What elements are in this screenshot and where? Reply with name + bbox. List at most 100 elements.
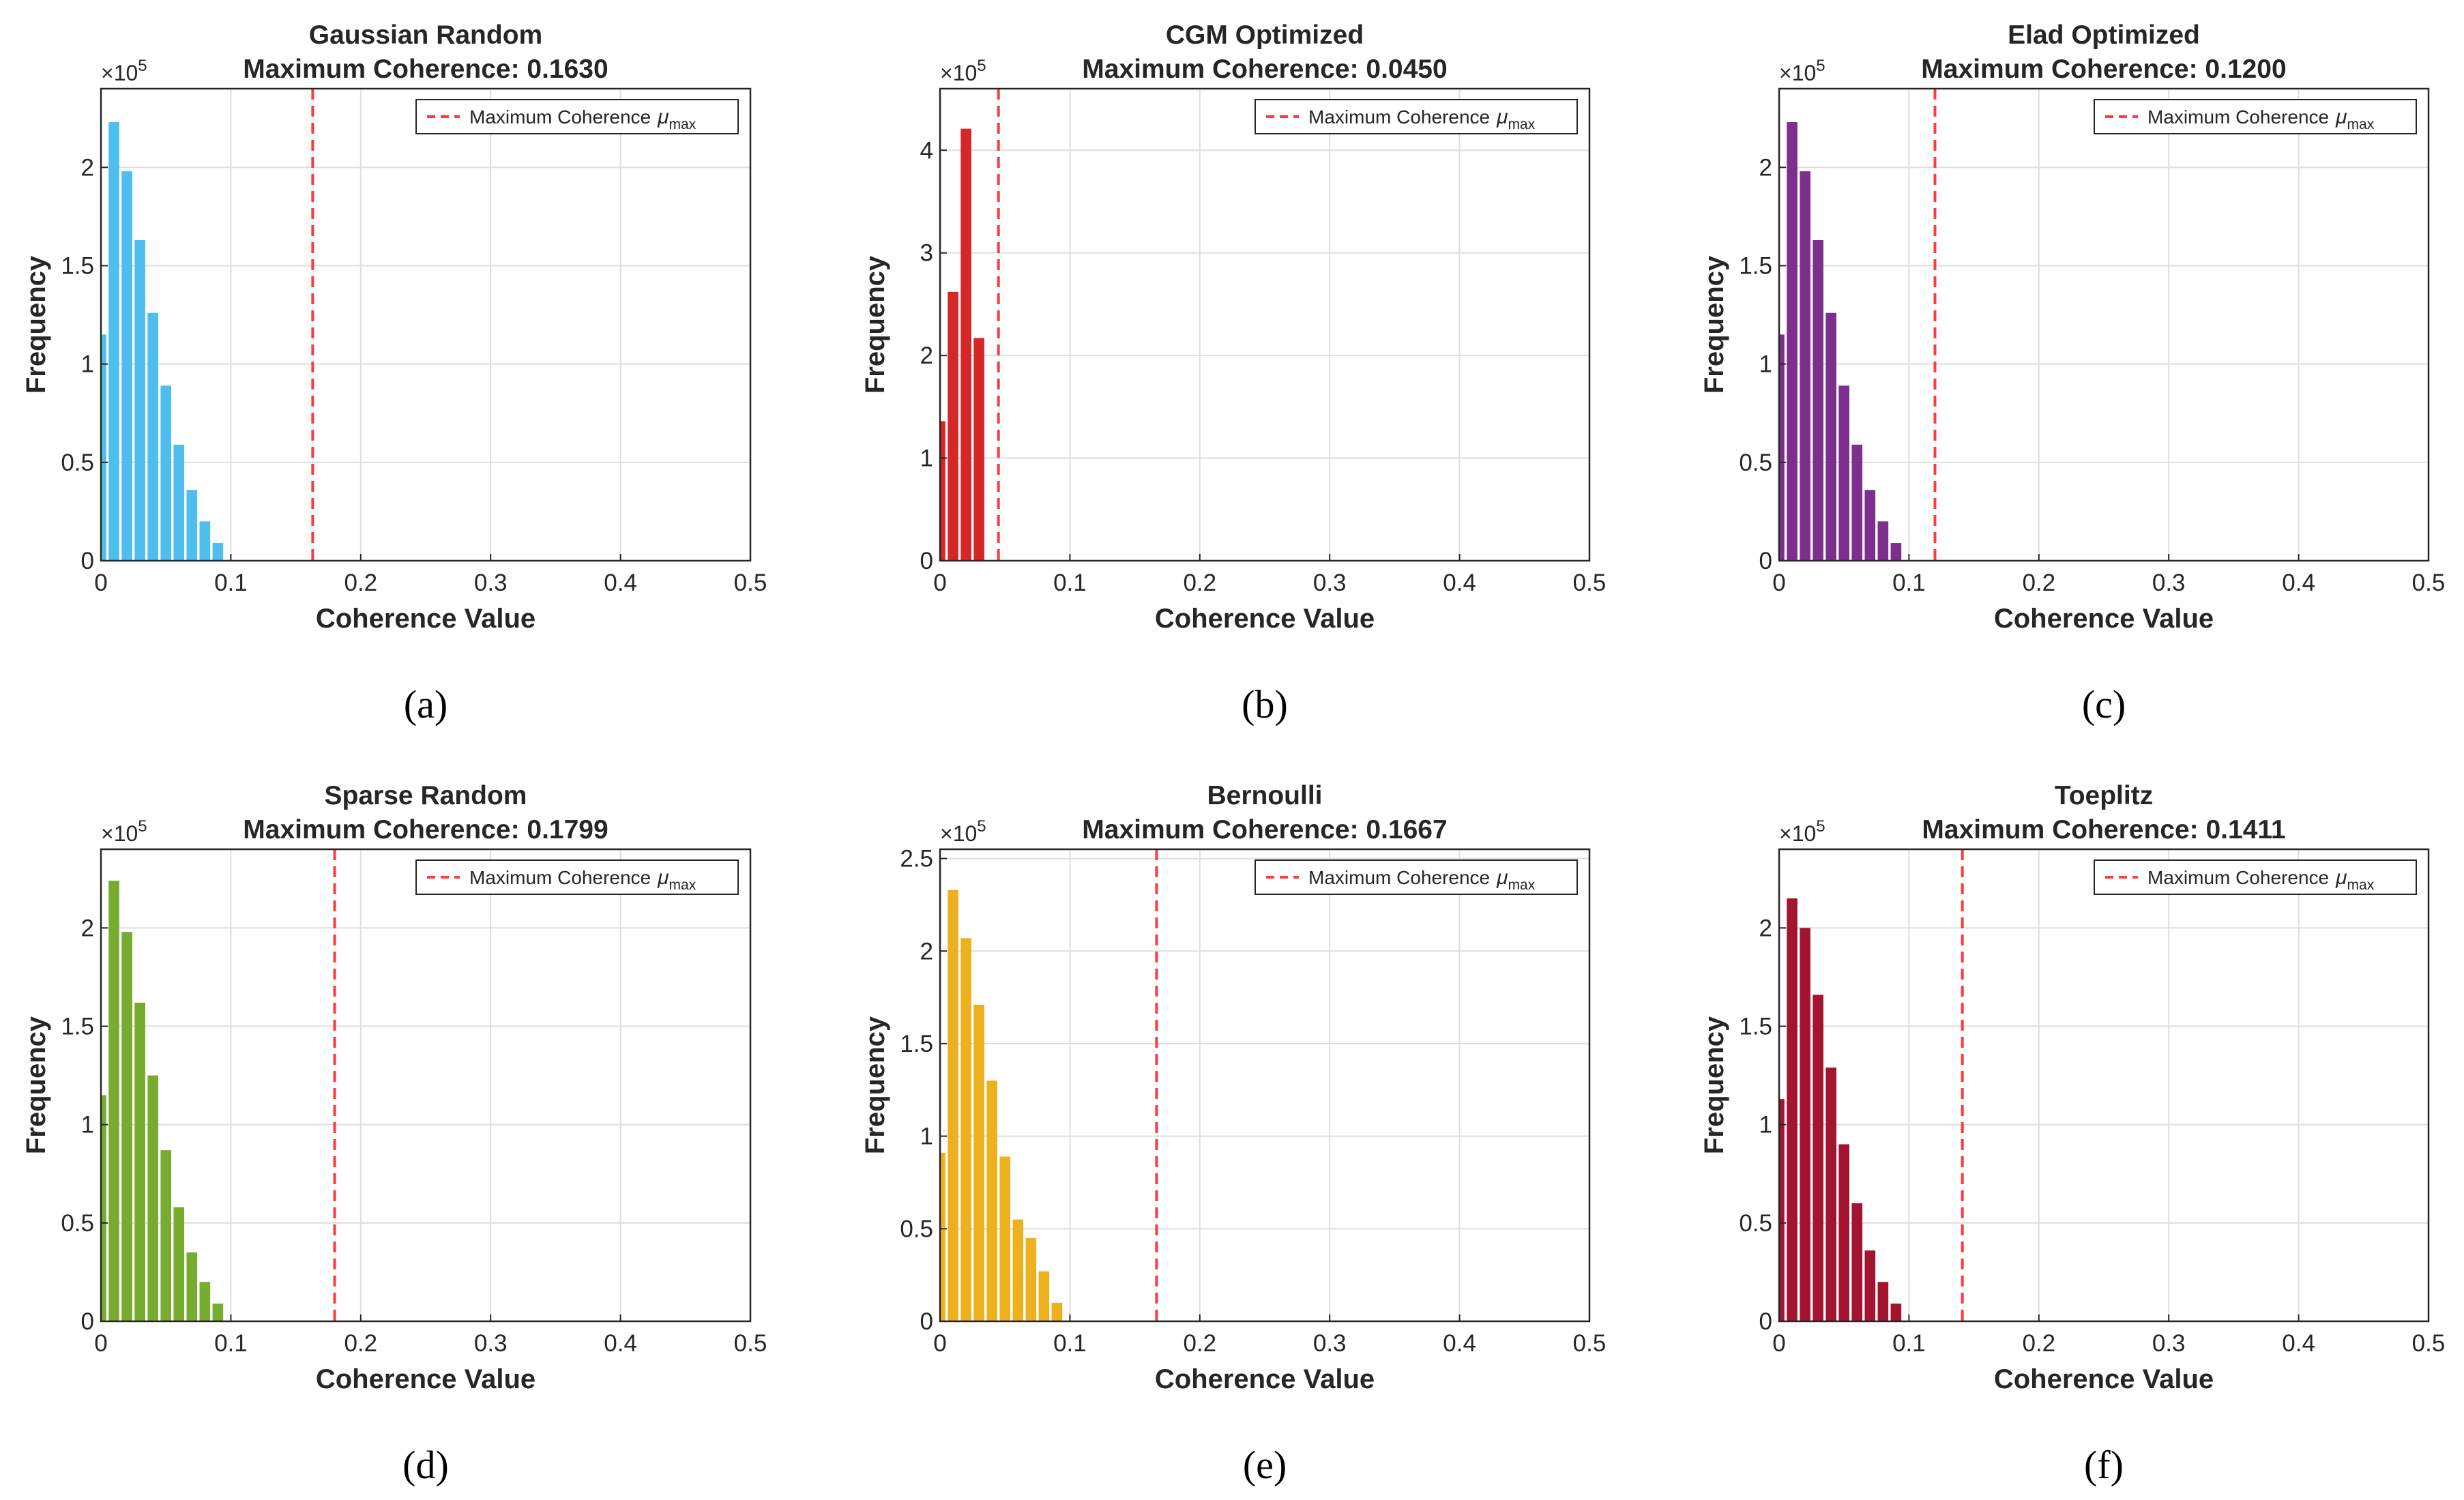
y-exponent-power: 5	[977, 57, 986, 75]
y-tick-label: 1.5	[1739, 1014, 1772, 1040]
legend: Maximum Coherence μmax	[415, 99, 739, 134]
x-tick-label: 0.4	[604, 570, 637, 596]
y-tick-label: 3	[920, 240, 933, 267]
y-tick-label: 4	[920, 137, 933, 164]
histogram-bar	[186, 1252, 198, 1321]
histogram-bar	[1787, 898, 1798, 1321]
y-tick-label: 2	[81, 915, 94, 941]
histogram-bar	[108, 122, 119, 561]
y-tick-label: 0.5	[61, 1210, 94, 1237]
x-tick-label: 0.5	[2412, 1330, 2446, 1357]
y-tick-label: 0	[920, 548, 933, 574]
legend-box	[1255, 859, 1578, 895]
legend-box	[415, 99, 739, 134]
histogram-bar	[1851, 1203, 1863, 1321]
x-axis-label: Coherence Value	[1155, 604, 1375, 634]
histogram-bar	[134, 240, 145, 561]
legend-label-mu: μ	[2335, 106, 2347, 128]
legend-box	[1255, 99, 1578, 134]
histogram-bar	[948, 291, 958, 561]
chart-subtitle: Maximum Coherence: 0.0450	[1082, 55, 1447, 84]
histogram-bar	[1890, 1304, 1902, 1321]
legend-label: Maximum Coherence μmax	[2147, 106, 2375, 132]
x-axis-label: Coherence Value	[316, 1364, 536, 1394]
y-tick-label: 0.5	[1739, 1210, 1772, 1237]
y-exponent-power: 5	[1816, 817, 1825, 836]
histogram-bar	[160, 1150, 172, 1321]
histogram-bar	[960, 128, 971, 561]
histogram-bar	[960, 938, 971, 1321]
x-axis-label: Coherence Value	[1994, 1364, 2214, 1394]
x-tick-label: 0	[1772, 570, 1785, 596]
plot-area	[101, 89, 750, 561]
histogram-bar	[1838, 1144, 1850, 1321]
x-tick-label: 0.4	[1443, 1330, 1476, 1357]
y-exponent-power: 5	[138, 817, 147, 836]
chart-title: Elad Optimized	[2008, 20, 2200, 50]
histogram-bar	[121, 171, 132, 561]
x-tick-label: 0.3	[2152, 1330, 2186, 1357]
y-tick-label: 0	[81, 548, 94, 574]
x-tick-label: 0.2	[2022, 1330, 2055, 1357]
y-tick-label: 2	[920, 938, 933, 965]
histogram-bar	[1813, 240, 1823, 561]
subplot-e: 0 0.1 0.2 0.3 0.4 0.5 0 0.5 1 1.5 2 2.5 ×105 Bernoull…	[860, 781, 1606, 1487]
legend-label-subscript: max	[669, 877, 696, 893]
x-tick-label: 0.3	[2152, 570, 2186, 596]
plot-area	[101, 849, 750, 1321]
y-tick-label: 1	[1759, 351, 1772, 378]
histogram-bar	[134, 1002, 145, 1321]
legend-label: Maximum Coherence μmax	[2147, 866, 2375, 893]
subfigure-caption: (a)	[404, 682, 448, 726]
y-exponent-base: ×10	[101, 61, 138, 85]
x-tick-label: 0.2	[1183, 570, 1216, 596]
histogram-bar	[1877, 521, 1889, 561]
histogram-bar	[147, 1075, 158, 1321]
plot-area	[940, 89, 1589, 561]
legend-label-main: Maximum Coherence	[469, 867, 651, 888]
x-tick-label: 0.4	[2282, 1330, 2315, 1357]
histogram-bar	[160, 385, 172, 561]
legend-label-subscript: max	[669, 117, 696, 132]
y-tick-label: 1.5	[61, 253, 94, 280]
x-tick-label: 0.4	[604, 1330, 637, 1357]
histogram-bar	[186, 490, 198, 561]
y-exponent-base: ×10	[101, 821, 138, 846]
x-tick-label: 0.1	[214, 1330, 248, 1357]
y-exponent-label: ×105	[101, 57, 147, 85]
y-tick-label: 2	[920, 342, 933, 369]
histogram-bar	[101, 334, 106, 561]
legend-label-subscript: max	[1508, 877, 1536, 893]
x-tick-label: 0.1	[1892, 1330, 1926, 1357]
axes-box	[100, 87, 752, 562]
y-tick-label: 1.5	[900, 1031, 933, 1057]
y-tick-label: 2	[1759, 154, 1772, 181]
histogram-bar	[1800, 171, 1810, 561]
x-tick-label: 0	[1772, 1330, 1785, 1357]
y-axis-label: Frequency	[860, 255, 890, 394]
legend-label-subscript: max	[2347, 877, 2375, 893]
y-exponent-label: ×105	[101, 817, 147, 846]
histogram-bar	[1838, 385, 1850, 561]
legend-label-subscript: max	[1508, 117, 1536, 132]
axes-box	[1778, 87, 2430, 562]
legend-label: Maximum Coherence μmax	[469, 866, 696, 893]
x-tick-label: 0.3	[474, 570, 508, 596]
subplot-c: 0 0.1 0.2 0.3 0.4 0.5 0 0.5 1 1.5 2 ×105 Elad Optimi…	[1699, 20, 2445, 726]
x-tick-label: 0.2	[1183, 1330, 1216, 1357]
legend-label-main: Maximum Coherence	[2147, 106, 2329, 128]
histogram-bar	[1025, 1237, 1037, 1321]
histogram-bar	[1890, 543, 1902, 561]
y-tick-label: 2	[1759, 915, 1772, 941]
y-exponent-power: 5	[977, 817, 986, 836]
histogram-bar	[199, 521, 211, 561]
y-tick-label: 1.5	[61, 1014, 94, 1040]
y-tick-label: 1	[81, 1112, 94, 1138]
legend-label-main: Maximum Coherence	[1308, 106, 1490, 128]
x-tick-label: 0.5	[734, 570, 767, 596]
x-tick-label: 0.3	[474, 1330, 508, 1357]
histogram-bar	[1825, 1068, 1836, 1321]
x-tick-label: 0.2	[344, 1330, 377, 1357]
y-tick-label: 1	[920, 1123, 933, 1150]
histogram-bar	[986, 1080, 997, 1321]
